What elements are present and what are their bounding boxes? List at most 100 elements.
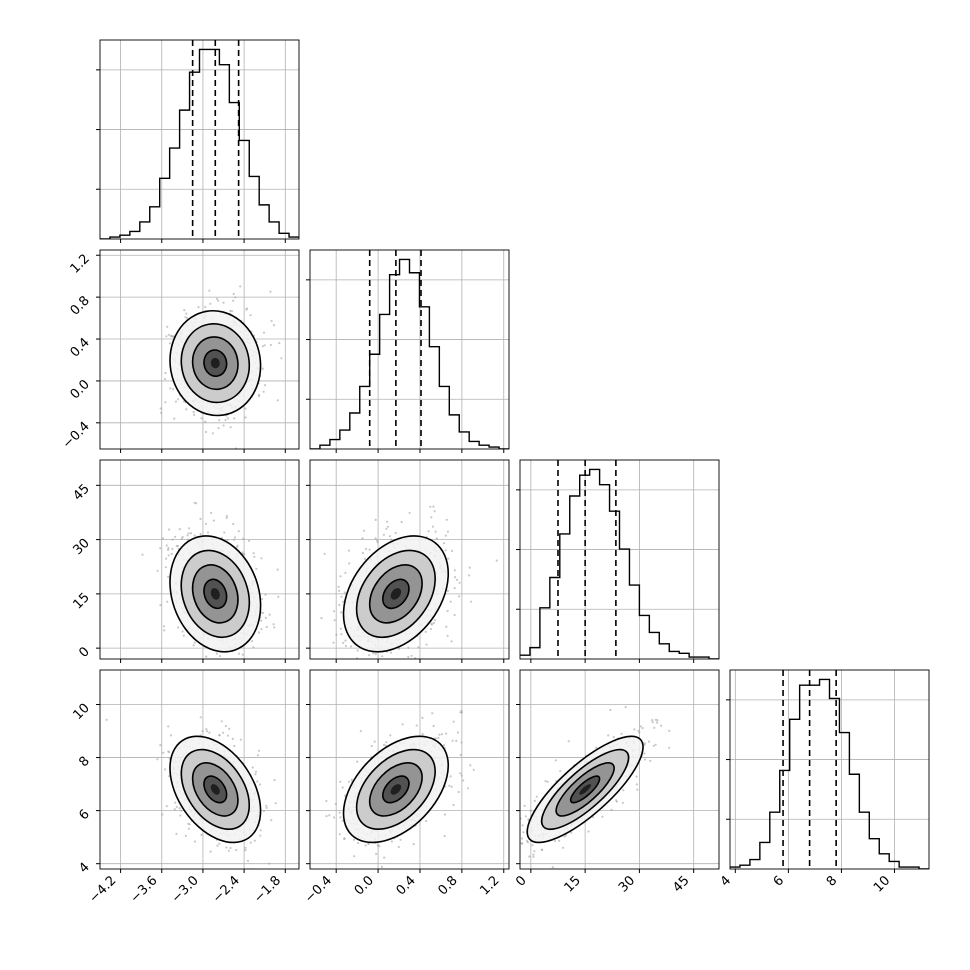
scatter-point (467, 574, 471, 577)
scatter-point (192, 411, 195, 414)
scatter-point (168, 528, 171, 531)
scatter-point (460, 774, 463, 777)
scatter-point (374, 518, 377, 522)
scatter-point (546, 780, 549, 783)
contour-level-4 (390, 588, 402, 600)
scatter-point (459, 772, 462, 775)
scatter-point (276, 568, 279, 571)
scatter-point (204, 430, 208, 434)
scatter-point (430, 623, 433, 626)
scatter-point (455, 739, 458, 743)
y-tick-label: 4 (76, 860, 92, 876)
scatter-point (141, 553, 144, 556)
scatter-point (249, 841, 252, 844)
histogram-panel-2 (516, 459, 720, 663)
histogram-panel-1 (306, 249, 510, 453)
scatter-point (636, 788, 639, 791)
scatter-point (328, 814, 331, 817)
scatter-point (447, 557, 450, 560)
scatter-point (370, 744, 373, 748)
scatter-point (167, 575, 170, 579)
scatter-point (451, 739, 454, 742)
scatter-point (344, 571, 347, 575)
y-tick-label: 10 (71, 701, 93, 723)
scatter-point (181, 536, 184, 539)
scatter-point (167, 333, 170, 336)
histogram-step (520, 468, 719, 659)
scatter-point (165, 557, 168, 560)
scatter-point (234, 296, 237, 299)
scatter-point (429, 505, 432, 508)
scatter-point (222, 731, 225, 734)
scatter-point (446, 589, 449, 593)
scatter-point (449, 775, 452, 778)
scatter-point (446, 634, 449, 637)
scatter-point (169, 387, 172, 390)
scatter-point (180, 537, 183, 540)
scatter-point (380, 865, 383, 869)
panel-frame (99, 669, 300, 870)
scatter-point (338, 833, 341, 836)
scatter-point (649, 759, 652, 763)
scatter-point (273, 779, 276, 782)
scatter-point (337, 585, 340, 589)
scatter-point (193, 641, 196, 644)
scatter-point (262, 390, 265, 393)
scatter-point (654, 743, 657, 746)
scatter-point (200, 417, 203, 420)
scatter-point (177, 626, 180, 629)
scatter-point (164, 371, 167, 375)
scatter-point (668, 729, 671, 733)
scatter-point (376, 541, 379, 544)
scatter-point (165, 544, 168, 547)
scatter-point (353, 855, 356, 858)
scatter-point (521, 837, 524, 840)
scatter-point (162, 751, 165, 754)
scatter-point (185, 312, 188, 315)
scatter-point (206, 531, 210, 534)
scatter-point (276, 399, 279, 402)
scatter-point (386, 525, 389, 528)
scatter-point (209, 850, 212, 853)
scatter-point (443, 835, 446, 838)
x-tick-label: 15 (562, 873, 584, 895)
scatter-point (244, 849, 247, 852)
scatter-point (171, 538, 174, 541)
panel-content (100, 250, 299, 449)
density-panel-2-0: 0 15 30 45 (71, 459, 300, 663)
scatter-point (342, 641, 345, 645)
x-tick-label: 4 (718, 873, 734, 889)
scatter-point (385, 741, 388, 744)
scatter-point (176, 545, 180, 548)
scatter-point (181, 630, 184, 633)
scatter-point (390, 840, 393, 843)
panel-content (100, 40, 299, 239)
y-tick-label: 0 (76, 644, 92, 660)
scatter-point (533, 850, 536, 853)
scatter-point (374, 537, 377, 540)
panel-frame (519, 669, 720, 870)
scatter-point (421, 716, 424, 720)
scatter-point (252, 646, 255, 649)
scatter-point (193, 413, 196, 416)
scatter-point (452, 720, 455, 723)
scatter-point (554, 759, 557, 762)
scatter-point (339, 611, 343, 614)
contour-level-4 (210, 357, 220, 369)
scatter-point (453, 613, 456, 617)
scatter-point (232, 299, 235, 302)
scatter-point (192, 644, 195, 647)
scatter-point (444, 534, 447, 537)
scatter-point (368, 654, 371, 657)
scatter-point (458, 581, 461, 584)
scatter-point (265, 625, 268, 629)
x-tick-label: −1.8 (251, 873, 284, 906)
scatter-point (390, 538, 393, 541)
scatter-point (175, 805, 178, 809)
y-tick-label: 8 (76, 754, 92, 770)
scatter-point (656, 719, 659, 722)
scatter-point (410, 654, 413, 657)
scatter-point (199, 532, 202, 536)
scatter-point (173, 808, 176, 811)
scatter-point (333, 816, 336, 819)
